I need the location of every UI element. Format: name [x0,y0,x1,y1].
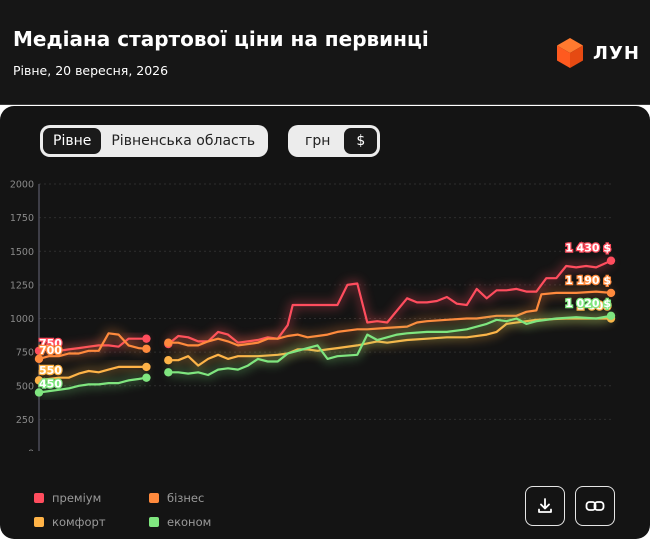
legend-swatch-premium [34,493,44,503]
series-point [606,256,616,265]
series-line-0 [167,259,613,346]
currency-toggle: грн $ [288,125,381,157]
y-tick-label: 750 [16,348,34,359]
y-tick-label: 1250 [10,280,34,291]
lun-logo[interactable]: ЛУН [555,37,640,69]
region-toggle: Рівне Рівненська область [40,125,269,157]
series-point [606,288,616,298]
y-tick-label: 0 [28,449,34,452]
logo-text: ЛУН [593,42,640,64]
series-start-label: 550 [39,364,62,377]
series-point [164,338,173,347]
legend-label-business: бізнес [167,491,205,505]
legend-swatch-econom [149,517,159,527]
series-line-3 [167,314,613,377]
series-point [142,373,151,382]
legend-label-comfort: комфорт [52,515,106,529]
series-end-label: 1 020 $ [565,297,611,310]
series-line-3 [37,376,148,394]
series-point [34,346,44,355]
series-point [164,368,173,377]
currency-option-usd[interactable]: $ [344,128,378,154]
chart-header: Медіана стартової ціни на первинці Рівне… [0,0,650,105]
link-icon [585,501,605,511]
series-line-0 [37,337,148,352]
line-chart: 0250500750100012501500175020002021202220… [10,180,616,452]
y-tick-label: 1500 [10,247,34,258]
series-point [606,311,616,321]
series-point [142,344,151,353]
legend-item-comfort[interactable]: комфорт [34,515,149,529]
series-point [164,355,173,365]
series-start-label: 450 [39,377,62,390]
legend-label-econom: економ [167,515,212,529]
chart-legend: преміум бізнес комфорт економ [34,491,269,529]
copy-link-button[interactable] [575,486,615,526]
region-option-oblast[interactable]: Рівненська область [111,133,256,149]
chart-card: Рівне Рівненська область грн $ 0 250 500 75… [0,106,650,539]
legend-swatch-comfort [34,517,44,527]
series-line-1 [167,290,613,347]
currency-option-uah[interactable]: грн [305,133,331,149]
series-point [142,334,151,343]
series-end-label: 1 190 $ [565,274,611,287]
region-option-rivne[interactable]: Рівне [43,128,102,154]
series-glow [166,257,613,347]
series-point [34,354,44,364]
legend-item-premium[interactable]: преміум [34,491,149,505]
legend-label-premium: преміум [52,491,102,505]
download-icon [538,498,552,513]
legend-item-business[interactable]: бізнес [149,491,269,505]
download-button[interactable] [525,486,565,526]
series-line-2 [37,365,148,382]
series-point [34,388,44,397]
y-tick-label: 2000 [10,180,34,191]
series-line-1 [37,332,148,360]
y-tick-label: 500 [16,381,34,392]
legend-item-econom[interactable]: економ [149,515,269,529]
y-tick-label: 1750 [10,213,34,224]
y-tick-label: 1000 [10,314,34,325]
y-tick-label: 250 [16,415,34,426]
cube-logo-icon [557,38,583,68]
series-point [142,362,151,372]
series-start-label: 700 [39,344,62,357]
chart-title: Медіана стартової ціни на первинці [13,27,429,51]
chart-subtitle: Рівне, 20 вересня, 2026 [13,63,169,78]
series-end-label: 1 000 [577,300,612,313]
legend-swatch-business [149,493,159,503]
series-point [34,376,44,385]
series-start-label: 750 [39,337,62,350]
series-end-label: 1 430 $ [565,242,611,255]
